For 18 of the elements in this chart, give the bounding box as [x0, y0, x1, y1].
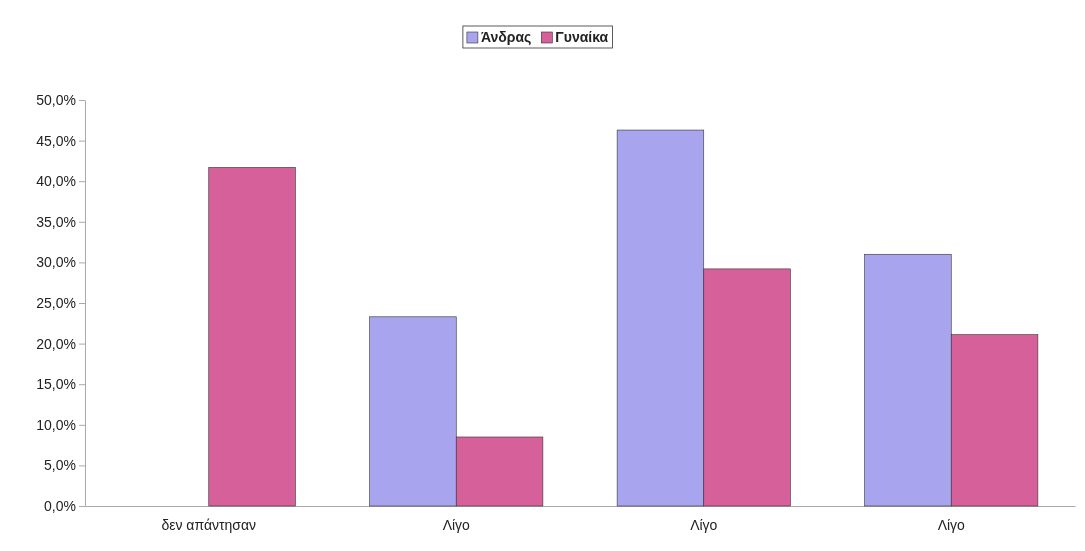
x-tick-label: Λίγο [690, 517, 718, 534]
y-tick-label: 35,0% [36, 213, 76, 230]
y-tick-label: 5,0% [44, 457, 76, 474]
bar [208, 167, 296, 507]
y-tick-label: 20,0% [36, 335, 76, 352]
y-tick-label: 0,0% [44, 497, 76, 514]
x-tick-label: Λίγο [937, 517, 966, 534]
y-tick-label: 40,0% [36, 173, 76, 190]
y-tick-label: 30,0% [36, 254, 76, 271]
y-tick-label: 45,0% [36, 132, 76, 149]
y-tick-label: 50,0% [36, 91, 76, 108]
y-tick-label: 15,0% [36, 376, 76, 393]
y-tick-label: 10,0% [36, 416, 76, 433]
x-tick-label: Λίγο [442, 517, 471, 534]
legend-label: Γυναίκα [555, 29, 609, 45]
legend-label: Άνδρας [480, 29, 532, 45]
x-tick-label: δεν απάντησαν [161, 517, 257, 534]
y-tick-label: 25,0% [36, 294, 76, 311]
